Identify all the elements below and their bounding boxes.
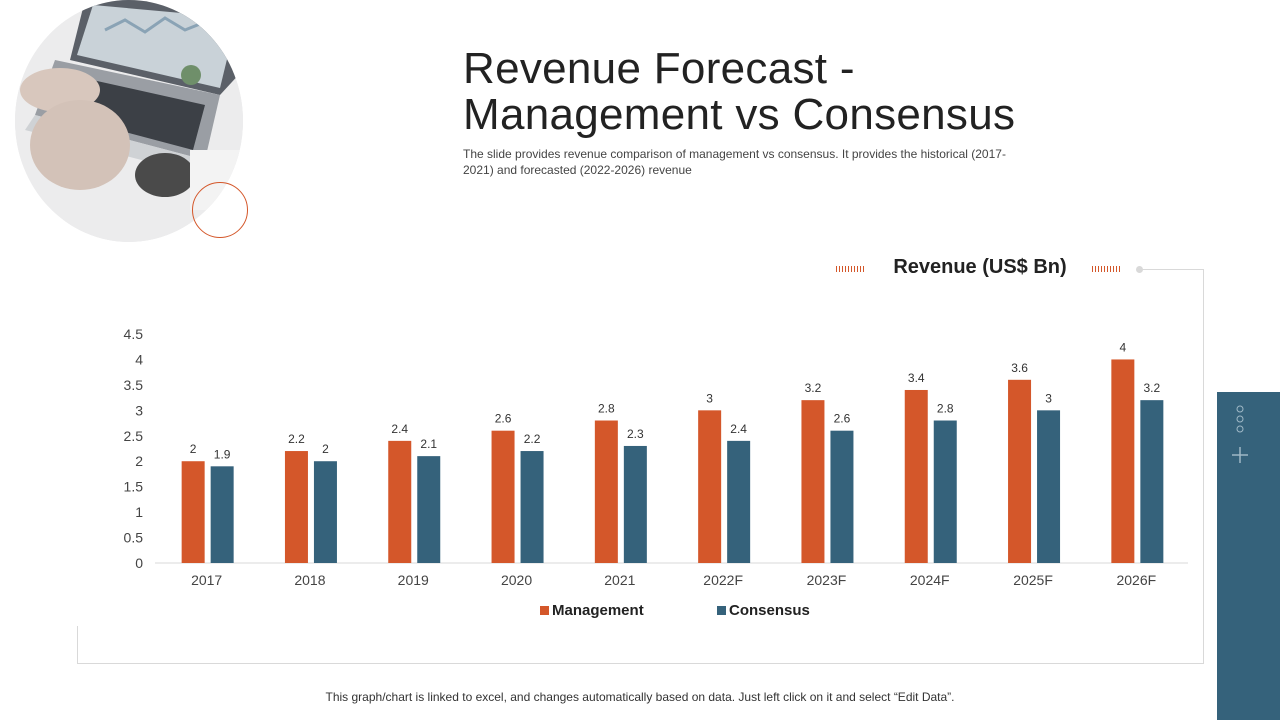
title-line-2: Management vs Consensus <box>463 90 1016 139</box>
bar-consensus <box>727 440 751 563</box>
bar-consensus <box>933 420 957 563</box>
laptop-photo <box>15 0 243 242</box>
data-label-consensus: 2 <box>322 442 329 456</box>
subtitle: The slide provides revenue comparison of… <box>463 147 1006 177</box>
legend-swatch-consensus <box>717 606 726 615</box>
accent-circle <box>192 182 248 238</box>
bar-management <box>388 440 412 563</box>
y-tick-label: 1 <box>135 504 143 520</box>
data-label-consensus: 2.6 <box>834 412 851 426</box>
data-label-consensus: 2.3 <box>627 427 644 441</box>
data-label-management: 2.6 <box>495 412 512 426</box>
y-tick-label: 2 <box>135 453 143 469</box>
bar-consensus <box>313 461 337 563</box>
y-tick-label: 3 <box>135 402 143 418</box>
y-tick-label: 0.5 <box>124 530 144 546</box>
title-dash-right <box>1092 266 1122 272</box>
x-tick-label: 2023F <box>807 572 847 588</box>
data-label-management: 2.4 <box>391 422 408 436</box>
bar-consensus <box>623 445 647 563</box>
side-panel <box>1217 392 1280 720</box>
bar-management <box>904 389 928 563</box>
data-label-consensus: 2.2 <box>524 432 541 446</box>
x-tick-label: 2024F <box>910 572 950 588</box>
x-tick-label: 2020 <box>501 572 532 588</box>
bar-management <box>801 400 825 563</box>
bar-consensus <box>417 456 441 563</box>
laptop-illustration <box>15 0 243 242</box>
data-label-consensus: 3.2 <box>1144 381 1161 395</box>
data-label-consensus: 3 <box>1045 391 1052 405</box>
data-label-consensus: 2.4 <box>730 422 747 436</box>
vertical-dots-icon[interactable] <box>1235 404 1245 434</box>
data-label-management: 3.6 <box>1011 361 1028 375</box>
bar-consensus <box>1140 400 1164 563</box>
y-tick-label: 0 <box>135 555 143 571</box>
title-dash-left <box>836 266 866 272</box>
data-label-consensus: 1.9 <box>214 447 231 461</box>
bar-consensus <box>210 466 234 563</box>
data-label-management: 2.8 <box>598 402 615 416</box>
title-line-1: Revenue Forecast - <box>463 44 855 93</box>
x-tick-label: 2022F <box>703 572 743 588</box>
bar-management <box>491 430 515 563</box>
data-label-management: 4 <box>1120 340 1127 354</box>
data-label-management: 2 <box>190 442 197 456</box>
frame-line-right <box>1203 270 1204 664</box>
y-tick-label: 1.5 <box>124 479 144 495</box>
bar-management <box>594 420 618 563</box>
footer-note: This graph/chart is linked to excel, and… <box>325 690 955 704</box>
y-tick-label: 4 <box>135 351 143 367</box>
data-label-management: 3.4 <box>908 371 925 385</box>
frame-line-left <box>77 626 78 664</box>
x-tick-label: 2017 <box>191 572 222 588</box>
bar-management <box>1111 359 1135 563</box>
bar-management <box>284 451 308 563</box>
bar-management <box>698 410 722 563</box>
plus-icon[interactable] <box>1229 444 1251 466</box>
data-label-consensus: 2.1 <box>420 437 437 451</box>
legend-label-consensus: Consensus <box>729 602 810 619</box>
bar-consensus <box>830 430 854 563</box>
legend-label-management: Management <box>552 602 644 619</box>
y-tick-label: 2.5 <box>124 428 144 444</box>
frame-line-top <box>1140 269 1204 270</box>
x-tick-label: 2021 <box>604 572 635 588</box>
data-label-consensus: 2.8 <box>937 402 954 416</box>
frame-dot <box>1136 266 1143 273</box>
x-tick-label: 2026F <box>1116 572 1156 588</box>
revenue-bar-chart: 0 0.5 1 1.5 2 2.5 3 3.5 4 4.5 2 1.9 2017 2.2 2 2018 2.4 2… <box>124 326 1188 619</box>
legend-swatch-management <box>540 606 549 615</box>
chart-title: Revenue (US$ Bn) <box>893 256 1067 278</box>
x-tick-label: 2025F <box>1013 572 1053 588</box>
y-tick-label: 4.5 <box>124 326 144 342</box>
bar-consensus <box>1037 410 1061 563</box>
data-label-management: 3.2 <box>805 381 822 395</box>
bar-management <box>181 461 205 563</box>
y-tick-label: 3.5 <box>124 377 144 393</box>
page-title: Revenue Forecast - Management vs Consens… <box>463 46 1163 138</box>
data-label-management: 3 <box>706 391 713 405</box>
frame-line-bottom <box>77 663 1204 664</box>
x-tick-label: 2019 <box>398 572 429 588</box>
x-tick-label: 2018 <box>294 572 325 588</box>
data-label-management: 2.2 <box>288 432 305 446</box>
bar-management <box>1008 379 1032 563</box>
bar-consensus <box>520 451 544 563</box>
